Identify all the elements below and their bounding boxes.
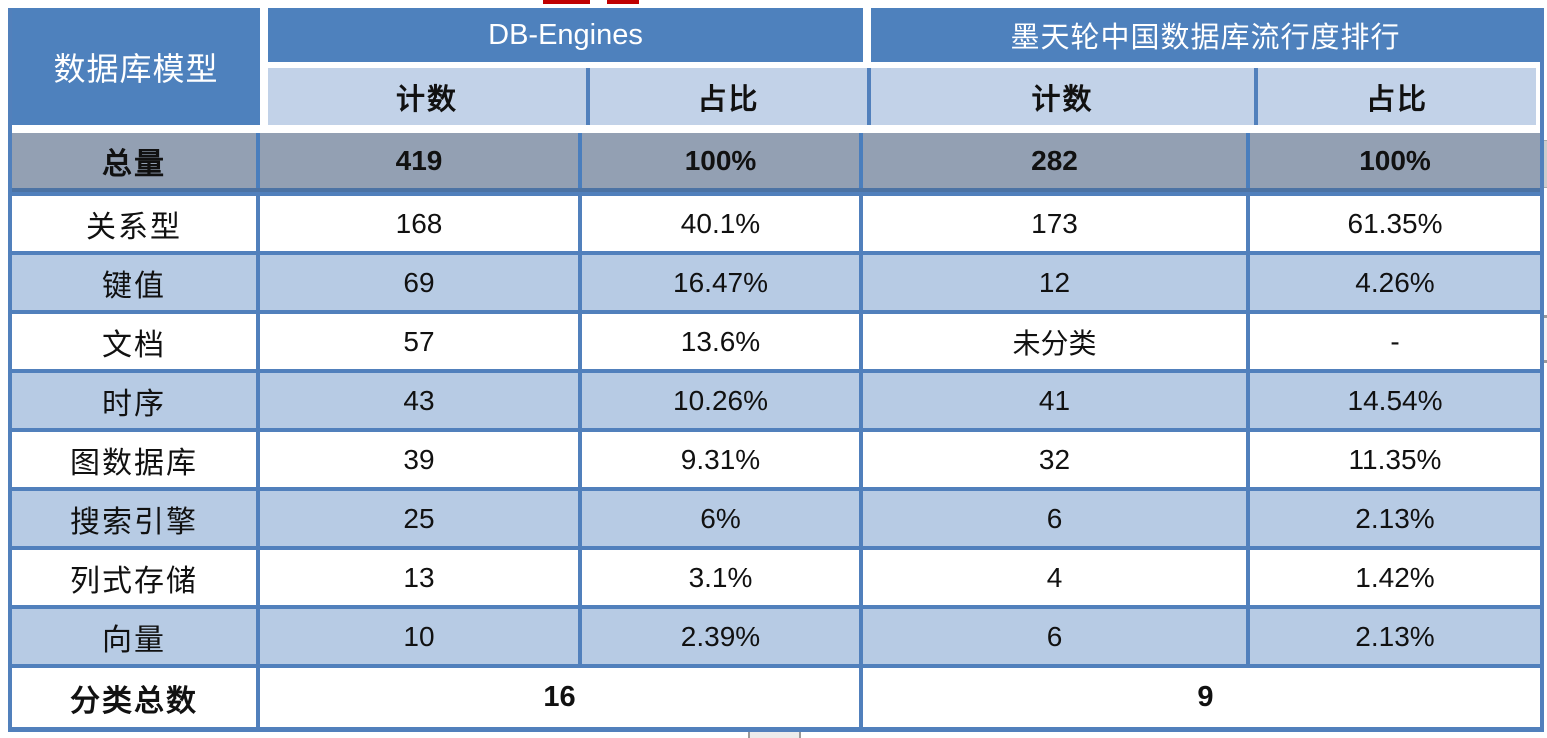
- row-label: 搜索引擎: [12, 491, 260, 546]
- table-cell: 6: [863, 491, 1250, 546]
- table-row: 搜索引擎 25 6% 6 2.13%: [12, 487, 1540, 546]
- table-row-total: 总量 419 100% 282 100%: [12, 133, 1540, 192]
- red-underline-artifact: [543, 0, 590, 4]
- header-gap: [863, 8, 871, 62]
- table-cell: 282: [863, 133, 1250, 188]
- row-label: 关系型: [12, 196, 260, 251]
- row-label: 列式存储: [12, 550, 260, 605]
- row-label: 文档: [12, 314, 260, 369]
- table-cell: 1.42%: [1355, 561, 1435, 593]
- table-cell: 9.31%: [582, 432, 863, 487]
- group-header-motianlun: 墨天轮中国数据库流行度排行: [871, 8, 1540, 62]
- header-gap: [12, 125, 1540, 133]
- table-cell: 100%: [582, 133, 863, 188]
- table-cell: 6%: [582, 491, 863, 546]
- table-row: 向量 10 2.39% 6 2.13%: [12, 605, 1540, 664]
- summary-cell-motianlun: 9: [1197, 681, 1214, 713]
- table-row: 时序 43 10.26% 41 14.54%: [12, 369, 1540, 428]
- table-cell: 32: [863, 432, 1250, 487]
- summary-cell-db-engines: 16: [260, 668, 863, 727]
- table-cell: 11.35%: [1348, 443, 1442, 475]
- table-cell: -: [1390, 325, 1400, 357]
- header-gap: [260, 8, 268, 62]
- table-cell: 10.26%: [582, 373, 863, 428]
- row-label: 图数据库: [12, 432, 260, 487]
- table-row: 图数据库 39 9.31% 32 11.35%: [12, 428, 1540, 487]
- sub-header-count-1: 计数: [268, 68, 586, 125]
- table-cell: 13: [260, 550, 582, 605]
- table-cell: 100%: [1359, 144, 1431, 176]
- table-row: 文档 57 13.6% 未分类 -: [12, 310, 1540, 369]
- group-header-db-engines: DB-Engines: [268, 8, 863, 62]
- sub-header-row: 计数 占比 计数 占比: [260, 68, 1540, 125]
- table-cell: 419: [260, 133, 582, 188]
- table-row: 列式存储 13 3.1% 4 1.42%: [12, 546, 1540, 605]
- row-label: 总量: [12, 133, 260, 188]
- header-gap: [260, 68, 268, 125]
- database-model-comparison-table: 数据库模型 DB-Engines 墨天轮中国数据库流行度排行 计数 占比 计数 …: [8, 8, 1544, 732]
- table-cell: 25: [260, 491, 582, 546]
- table-cell: 14.54%: [1250, 373, 1540, 428]
- table-cell: 43: [260, 373, 582, 428]
- header-right: DB-Engines 墨天轮中国数据库流行度排行 计数 占比 计数 占比: [260, 8, 1540, 125]
- table-cell: 3.1%: [582, 550, 863, 605]
- header-gap: [260, 62, 1540, 68]
- table-cell: 未分类: [863, 314, 1250, 369]
- table-row-summary: 分类总数 16 9: [12, 664, 1540, 727]
- red-underline-artifact: [607, 0, 639, 4]
- table-cell: 10: [260, 609, 582, 664]
- sub-header-share-1: 占比: [586, 68, 867, 125]
- row-label: 时序: [12, 373, 260, 428]
- table-cell: 4.26%: [1250, 255, 1540, 310]
- table-header: 数据库模型 DB-Engines 墨天轮中国数据库流行度排行 计数 占比 计数 …: [12, 8, 1540, 125]
- table-row: 关系型 168 40.1% 173 61.35%: [12, 192, 1540, 251]
- row-label: 分类总数: [12, 668, 260, 727]
- table-cell: 69: [260, 255, 582, 310]
- table-cell: 16.47%: [582, 255, 863, 310]
- table-cell: 6: [863, 609, 1250, 664]
- table-cell: 2.13%: [1250, 491, 1540, 546]
- table-cell: 4: [863, 550, 1250, 605]
- right-edge-box-artifact: [1541, 315, 1547, 363]
- table-cell: 12: [863, 255, 1250, 310]
- table-cell: 61.35%: [1347, 207, 1443, 239]
- row-label: 向量: [12, 609, 260, 664]
- row-label: 键值: [12, 255, 260, 310]
- table-cell: 57: [260, 314, 582, 369]
- table-cell: 13.6%: [582, 314, 863, 369]
- table-cell: 39: [260, 432, 582, 487]
- sub-header-share-2: 占比: [1254, 68, 1536, 125]
- scrollbar-thumb-artifact[interactable]: [748, 732, 801, 738]
- table-cell: 41: [863, 373, 1250, 428]
- table-cell: 2.39%: [582, 609, 863, 664]
- corner-header-cell: 数据库模型: [12, 8, 260, 125]
- table-row: 键值 69 16.47% 12 4.26%: [12, 251, 1540, 310]
- table-cell: 173: [863, 196, 1250, 251]
- sub-header-count-2: 计数: [867, 68, 1254, 125]
- table-cell: 40.1%: [582, 196, 863, 251]
- table-cell: 168: [260, 196, 582, 251]
- group-header-row: DB-Engines 墨天轮中国数据库流行度排行: [260, 8, 1540, 62]
- table-cell: 2.13%: [1250, 609, 1540, 664]
